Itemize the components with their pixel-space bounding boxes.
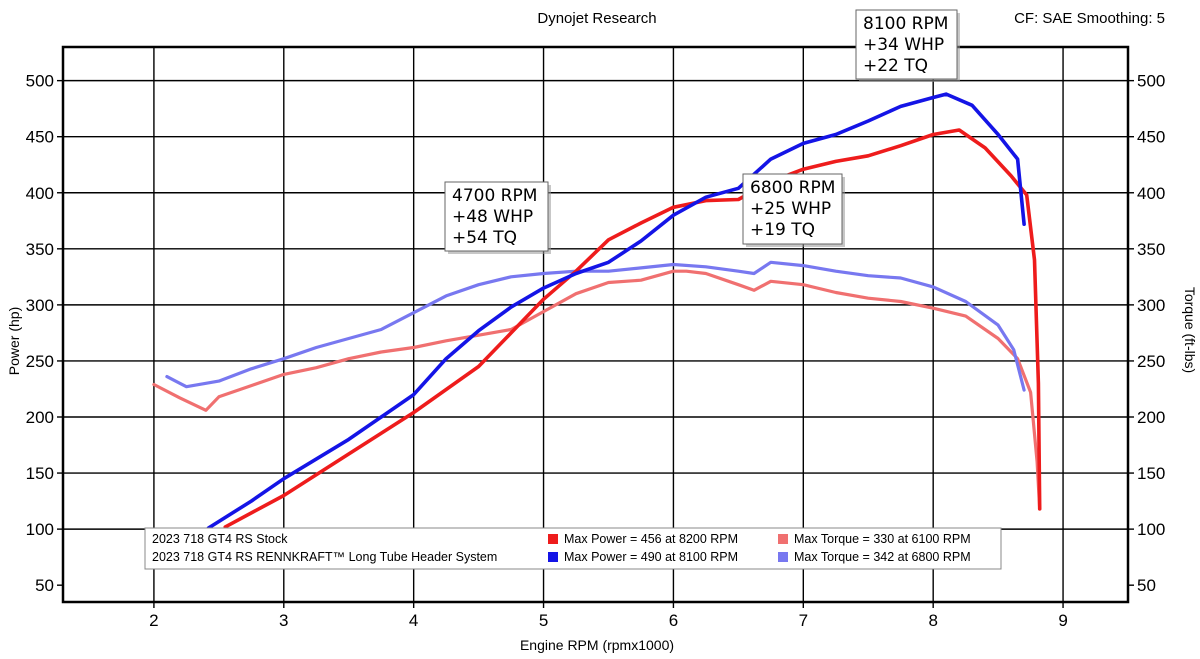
legend-run-header: 2023 718 GT4 RS RENNKRAFT™ Long Tube Hea… — [152, 550, 497, 564]
right-axis-label: Torque (ft-lbs) — [1182, 287, 1198, 373]
legend-swatch-header-torque — [778, 552, 788, 562]
stock-torque-line — [152, 269, 1042, 511]
left-tick-label: 100 — [26, 520, 54, 539]
left-axis-label: Power (hp) — [6, 307, 22, 375]
right-tick-label: 200 — [1137, 408, 1165, 427]
left-tick-label: 200 — [26, 408, 54, 427]
right-axis-ticks: 50 100 150 200 250 300 350 400 450 500 — [1128, 72, 1165, 595]
legend-header-max-power: Max Power = 490 at 8100 RPM — [564, 550, 738, 564]
header-power-line — [206, 92, 1026, 530]
right-tick-label: 350 — [1137, 240, 1165, 259]
annotation-layer: 4700 RPM+48 WHP+54 TQ 6800 RPM+25 WHP+19 … — [444, 9, 960, 254]
annotation-line: 6800 RPM — [750, 178, 835, 198]
left-tick-label: 450 — [26, 128, 54, 147]
annotation-frame — [855, 9, 958, 80]
left-tick-label: 300 — [26, 296, 54, 315]
x-tick-label: 2 — [149, 611, 158, 630]
correction-factor: CF: SAE Smoothing: 5 — [1014, 10, 1165, 27]
annotation-line: +54 TQ — [452, 228, 517, 248]
left-tick-label: 350 — [26, 240, 54, 259]
right-tick-label: 500 — [1137, 72, 1165, 91]
right-tick-label: 450 — [1137, 128, 1165, 147]
legend-swatch-stock-torque — [778, 534, 788, 544]
right-tick-label: 300 — [1137, 296, 1165, 315]
right-tick-label: 50 — [1137, 576, 1156, 595]
x-axis-ticks: 2 3 4 5 6 7 8 9 — [149, 602, 1068, 630]
legend-box — [144, 527, 1002, 570]
right-tick-label: 250 — [1137, 352, 1165, 371]
x-tick-label: 8 — [928, 611, 937, 630]
annotation-line: +48 WHP — [452, 207, 533, 227]
legend-stock-max-power: Max Power = 456 at 8200 RPM — [564, 532, 738, 546]
legend-run-stock: 2023 718 GT4 RS Stock — [152, 532, 288, 546]
left-tick-label: 250 — [26, 352, 54, 371]
annotation-line: +22 TQ — [863, 56, 928, 76]
plot-frame — [61, 45, 1130, 604]
chart-title: Dynojet Research — [537, 10, 656, 27]
left-tick-label: 400 — [26, 184, 54, 203]
legend-stock-max-torque: Max Torque = 330 at 6100 RPM — [794, 532, 971, 546]
legend-swatch-header-power — [548, 552, 558, 562]
annotation-line: 8100 RPM — [863, 14, 948, 34]
left-tick-label: 500 — [26, 72, 54, 91]
x-tick-label: 6 — [669, 611, 678, 630]
left-tick-label: 50 — [35, 576, 54, 595]
x-axis-label: Engine RPM (rpmx1000) — [520, 637, 674, 653]
header-torque-line — [165, 260, 1026, 392]
annotation-box: 4700 RPM+48 WHP+54 TQ — [444, 181, 551, 254]
right-tick-label: 100 — [1137, 520, 1165, 539]
annotation-frame — [444, 181, 549, 252]
x-tick-label: 7 — [799, 611, 808, 630]
right-tick-label: 150 — [1137, 464, 1165, 483]
annotation-line: +34 WHP — [863, 35, 944, 55]
right-tick-label: 400 — [1137, 184, 1165, 203]
legend-header-max-torque: Max Torque = 342 at 6800 RPM — [794, 550, 971, 564]
annotation-frame — [742, 173, 843, 245]
annotation-box: 6800 RPM+25 WHP+19 TQ — [742, 173, 845, 247]
x-tick-label: 5 — [539, 611, 548, 630]
left-tick-label: 150 — [26, 464, 54, 483]
legend: 2023 718 GT4 RS Stock 2023 718 GT4 RS RE… — [144, 527, 1002, 570]
x-tick-label: 3 — [279, 611, 288, 630]
annotation-box: 8100 RPM+34 WHP+22 TQ — [855, 9, 960, 82]
x-tick-label: 4 — [409, 611, 418, 630]
annotation-line: 4700 RPM — [452, 186, 537, 206]
x-tick-label: 9 — [1058, 611, 1067, 630]
annotation-line: +25 WHP — [750, 199, 831, 219]
legend-swatch-stock-power — [548, 534, 558, 544]
left-axis-ticks: 50 100 150 200 250 300 350 400 450 500 — [26, 72, 63, 595]
annotation-line: +19 TQ — [750, 220, 815, 240]
